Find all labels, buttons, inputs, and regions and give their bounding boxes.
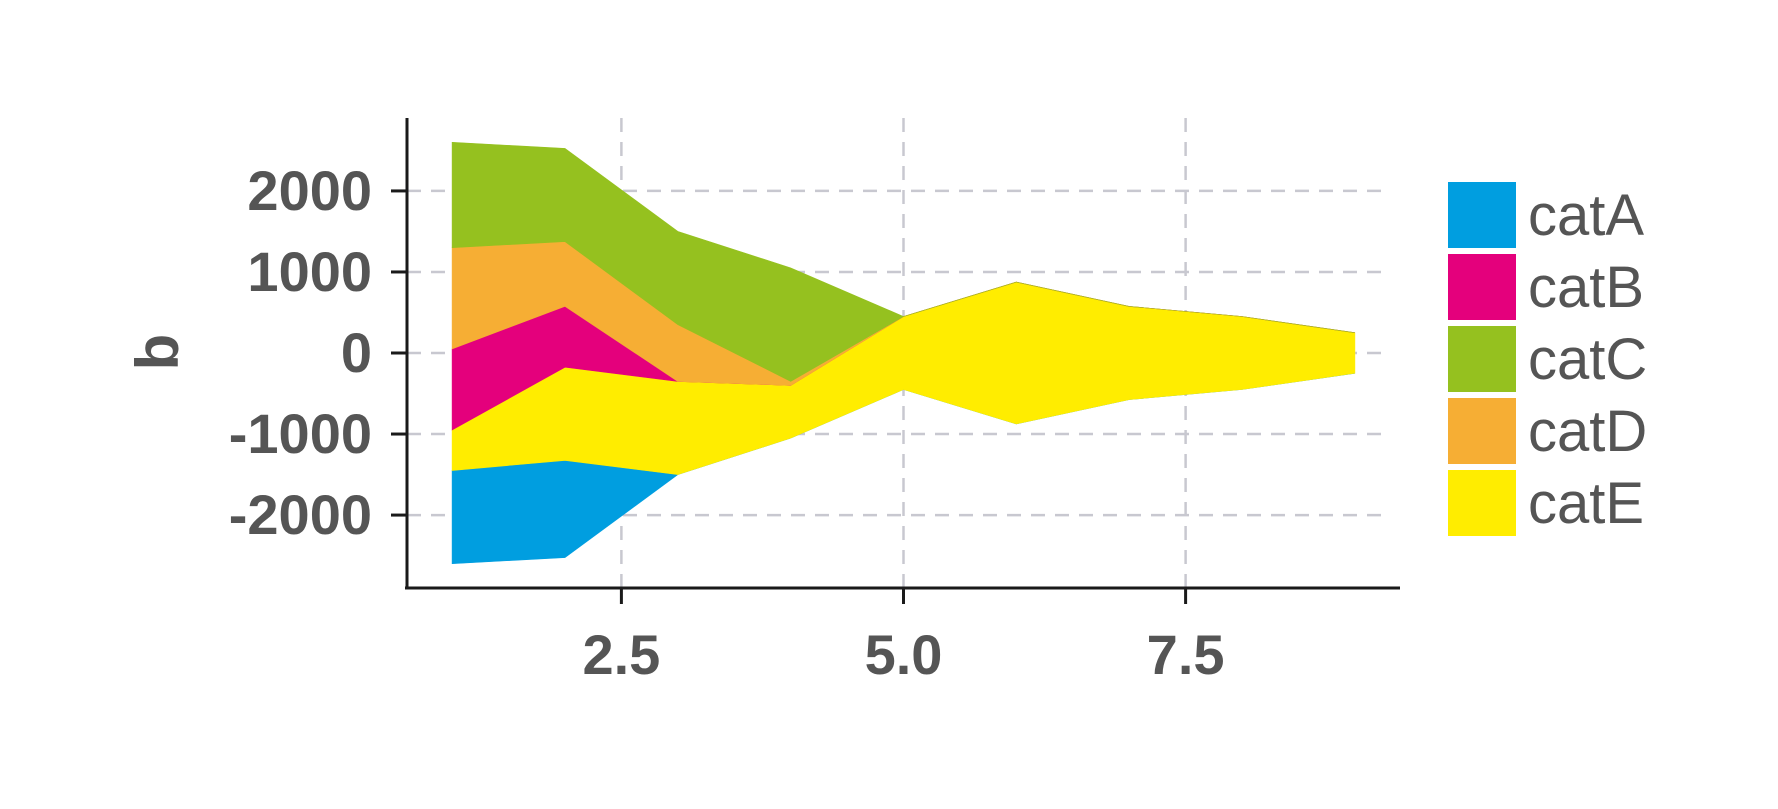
- area-catC: [451, 141, 1355, 382]
- y-tick-label: -1000: [229, 402, 372, 465]
- legend-label-catA: catA: [1528, 183, 1644, 248]
- legend-swatch-catE: [1448, 470, 1516, 536]
- y-tick-label: 1000: [247, 240, 372, 303]
- legend-swatch-catB: [1448, 254, 1516, 320]
- legend-swatch-catD: [1448, 398, 1516, 464]
- legend-swatch-catA: [1448, 182, 1516, 248]
- plot-areas: [451, 141, 1356, 565]
- y-axis-title: b: [124, 334, 191, 371]
- legend-label-catD: catD: [1528, 399, 1647, 464]
- legend-label-catE: catE: [1528, 471, 1644, 536]
- x-tick-label: 5.0: [865, 623, 943, 686]
- legend: catA catB catC catD catE: [1448, 182, 1647, 536]
- y-tick-label: 0: [341, 321, 372, 384]
- y-tick-label: 2000: [247, 159, 372, 222]
- legend-label-catC: catC: [1528, 327, 1647, 392]
- x-tick-label: 2.5: [582, 623, 660, 686]
- x-tick-label: 7.5: [1147, 623, 1225, 686]
- legend-label-catB: catB: [1528, 255, 1644, 320]
- y-tick-label: -2000: [229, 483, 372, 546]
- ticks: -2000 -1000 0 1000 2000 2.5 5.0 7.5: [229, 159, 1225, 686]
- legend-swatch-catC: [1448, 326, 1516, 392]
